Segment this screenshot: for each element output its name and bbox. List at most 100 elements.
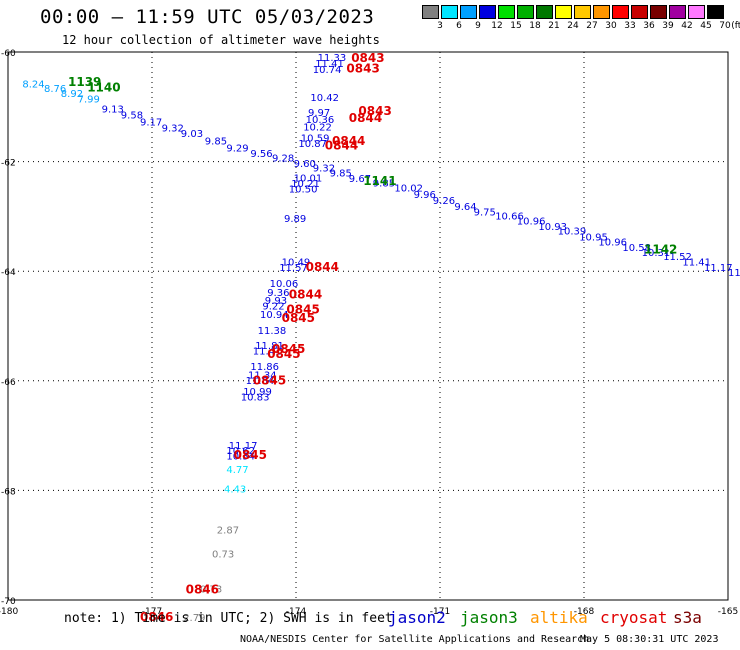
time-label: 0844 <box>325 139 358 153</box>
time-label: 0845 <box>234 448 267 462</box>
wave-height-label: 10.01 <box>294 173 323 184</box>
footer-credit: NOAA/NESDIS Center for Satellite Applica… <box>240 634 590 645</box>
y-tick-label: -62 <box>1 159 16 169</box>
x-tick-label: -168 <box>574 607 595 617</box>
legend-tick-label: 24 <box>567 21 579 31</box>
page-title: 00:00 – 11:59 UTC 05/03/2023 <box>40 6 375 28</box>
wave-height-label: 4.77 <box>226 465 248 476</box>
legend-swatch <box>688 5 705 19</box>
legend-swatch <box>441 5 458 19</box>
wave-height-label: 11.41 <box>682 258 711 269</box>
wave-height-label: 10.74 <box>313 65 342 76</box>
time-label: 1142 <box>644 243 677 257</box>
legend-swatch <box>669 5 686 19</box>
wave-height-label: 9.17 <box>140 117 162 128</box>
x-tick-label: -171 <box>430 607 450 617</box>
wave-height-label: 9.03 <box>181 129 203 140</box>
legend-swatch <box>631 5 648 19</box>
time-label: 0845 <box>282 311 315 325</box>
plot-frame <box>7 51 729 601</box>
wave-height-label: 10.58 <box>622 243 651 254</box>
y-tick-label: -64 <box>1 268 16 278</box>
wave-height-label: 10.49 <box>282 258 311 269</box>
wave-height-label: 10.95 <box>579 233 608 244</box>
wave-height-label: 11.41 <box>315 59 344 70</box>
wave-height-label: 8.76 <box>44 84 66 95</box>
time-label: 0846 <box>186 582 219 596</box>
time-label: 1139 <box>68 75 101 89</box>
wave-height-label: 10.22 <box>303 122 332 133</box>
legend-tick-label: 15 <box>510 21 522 31</box>
wave-height-label: 9.89 <box>284 214 306 225</box>
wave-height-label: 9.60 <box>294 159 316 170</box>
legend-tick-label: 42 <box>681 21 693 31</box>
wave-height-label: 10.50 <box>289 184 318 195</box>
wave-height-label: 10.39 <box>558 226 587 237</box>
wave-height-label: 10.99 <box>243 387 272 398</box>
x-tick-label: -174 <box>286 607 307 617</box>
wave-height-label: 10.02 <box>394 184 423 195</box>
wave-height-label: 11.33 <box>318 53 347 64</box>
wave-height-label: 10.83 <box>241 393 270 404</box>
wave-height-label: 11.86 <box>250 362 279 373</box>
wave-height-label: 9.93 <box>265 296 287 307</box>
time-label: 0844 <box>332 134 365 148</box>
wave-height-label: 9.67 <box>349 174 371 185</box>
legend-tick-label: 70 <box>719 21 731 31</box>
wave-height-label: 11.52 <box>663 252 692 263</box>
wave-height-label: 9.28 <box>272 154 294 165</box>
wave-height-label: 2.79 <box>183 613 205 624</box>
wave-height-label: 9.32 <box>162 123 184 134</box>
legend-swatch <box>707 5 724 19</box>
x-tick-label: -177 <box>142 607 162 617</box>
time-label: 0843 <box>358 104 391 118</box>
legend-tick-label: 21 <box>548 21 560 31</box>
legend-swatch <box>498 5 515 19</box>
legend-tick-label: 27 <box>586 21 598 31</box>
legend-tick-label: 39 <box>662 21 674 31</box>
wave-height-label: 11.81 <box>255 341 284 352</box>
wave-height-label: 11.57 <box>279 263 308 274</box>
wave-height-label: 9.56 <box>250 149 272 160</box>
page-subtitle: 12 hour collection of altimeter wave hei… <box>62 33 380 47</box>
legend-tick-label: 6 <box>456 21 462 31</box>
legend-swatch <box>650 5 667 19</box>
sat-cryosat-label: cryosat <box>600 608 668 627</box>
time-label: 0846 <box>140 610 173 624</box>
wave-height-label: 10.93 <box>538 222 567 233</box>
wave-height-label: 0.73 <box>212 549 234 560</box>
time-label: 0844 <box>289 288 322 302</box>
legend-tick-label: 36 <box>643 21 655 31</box>
legend-tick-label: 3 <box>437 21 443 31</box>
wave-height-label: 10.66 <box>495 212 524 223</box>
time-label: 1141 <box>363 174 396 188</box>
wave-height-label: 9.22 <box>262 302 284 313</box>
time-label: 0845 <box>286 302 319 316</box>
wave-height-label: 9.36 <box>267 288 289 299</box>
time-label: 0844 <box>349 111 382 125</box>
wave-height-label: 7.99 <box>78 94 100 105</box>
wave-height-label: 10.87 <box>298 139 327 150</box>
time-label: 0843 <box>351 51 384 65</box>
time-label: 0845 <box>272 342 305 356</box>
legend-swatch <box>555 5 572 19</box>
legend-swatch <box>574 5 591 19</box>
wave-height-label: 9.26 <box>433 196 455 207</box>
y-tick-label: -66 <box>1 378 16 388</box>
legend-tick-label: 18 <box>529 21 541 31</box>
wave-height-label: 10.62 <box>226 446 255 457</box>
wave-height-label: 2.87 <box>217 526 239 537</box>
wave-height-label: 11.34 <box>248 371 277 382</box>
wave-height-label: 10.31 <box>642 248 671 259</box>
wave-height-label: 10.21 <box>291 179 320 190</box>
time-label: 0843 <box>346 61 379 75</box>
wave-height-label: 9.75 <box>474 207 496 218</box>
legend-swatch <box>536 5 553 19</box>
wave-height-label: 10.36 <box>306 115 335 126</box>
timestamp: May 5 08:30:31 UTC 2023 <box>580 634 719 645</box>
wave-height-label: 9.85 <box>373 178 395 189</box>
legend-tick-label: 30 <box>605 21 617 31</box>
y-tick-label: -70 <box>1 597 16 607</box>
wave-height-label: 9.32 <box>313 163 335 174</box>
wave-height-label: 8.24 <box>22 80 44 91</box>
